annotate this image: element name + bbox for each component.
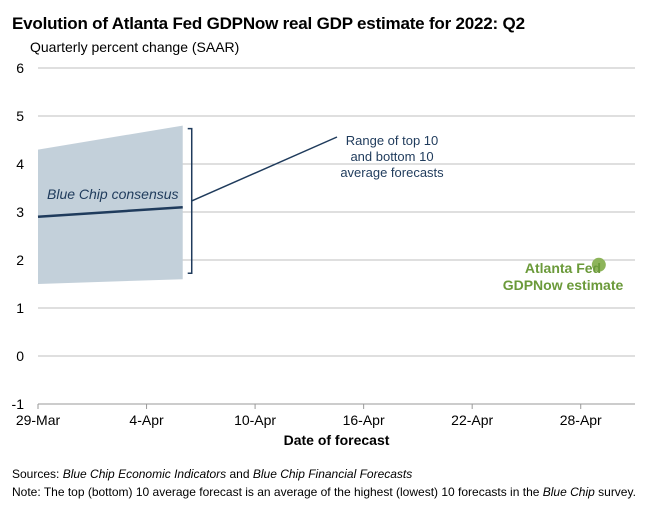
x-axis-label: Date of forecast bbox=[284, 432, 390, 448]
gdpnow-label-line-1: GDPNow estimate bbox=[503, 277, 624, 293]
sources-and: and bbox=[229, 467, 250, 481]
footer-note: Note: The top (bottom) 10 average foreca… bbox=[12, 484, 636, 500]
forecast-range-band bbox=[38, 125, 183, 284]
consensus-label: Blue Chip consensus bbox=[47, 186, 179, 202]
range-annotation-line-0: Range of top 10 bbox=[346, 133, 439, 148]
sources-label: Sources: bbox=[12, 467, 60, 481]
y-tick-label-2: 4 bbox=[16, 156, 24, 172]
series-line-blue-chip-consensus bbox=[37, 205, 183, 219]
y-tick-label-7: -1 bbox=[12, 396, 25, 412]
chart-subtitle: Quarterly percent change (SAAR) bbox=[30, 39, 240, 55]
x-tick-label-2: 10-Apr bbox=[234, 412, 276, 428]
callout-line bbox=[191, 136, 338, 202]
y-tick-label-0: 6 bbox=[16, 60, 24, 76]
y-tick-label-4: 2 bbox=[16, 252, 24, 268]
note-italic: Blue Chip bbox=[542, 485, 595, 499]
x-tick-label-0: 29-Mar bbox=[16, 412, 61, 428]
series-lines bbox=[37, 205, 606, 272]
gdpnow-label-line-0: Atlanta Fed bbox=[525, 260, 601, 276]
x-tick-label-3: 16-Apr bbox=[343, 412, 385, 428]
range-bracket bbox=[187, 127, 193, 274]
range-band-area bbox=[38, 125, 183, 284]
y-tick-label-3: 3 bbox=[16, 204, 24, 220]
sources-source-1: Blue Chip Economic Indicators bbox=[62, 467, 227, 481]
footer-sources: Sources: Blue Chip Economic Indicators a… bbox=[12, 466, 412, 482]
range-annotation-line-1: and bottom 10 bbox=[350, 149, 433, 164]
gdpnow-estimate-point bbox=[591, 257, 606, 272]
y-tick-label-6: 0 bbox=[16, 348, 24, 364]
y-axis-ticks: 6 5 4 3 2 1 0 -1 bbox=[12, 60, 25, 412]
x-tick-label-1: 4-Apr bbox=[129, 412, 164, 428]
x-axis-ticks: 29-Mar 4-Apr 10-Apr 16-Apr 22-Apr 28-Apr bbox=[16, 404, 602, 428]
note-label: Note: bbox=[12, 485, 41, 499]
x-tick-label-5: 28-Apr bbox=[560, 412, 602, 428]
sources-source-2: Blue Chip Financial Forecasts bbox=[252, 467, 413, 481]
y-tick-label-5: 1 bbox=[16, 300, 24, 316]
note-text-2: survey. bbox=[598, 485, 636, 499]
x-tick-label-4: 22-Apr bbox=[451, 412, 493, 428]
chart-title: Evolution of Atlanta Fed GDPNow real GDP… bbox=[12, 14, 525, 33]
range-annotation-line-2: average forecasts bbox=[340, 165, 444, 180]
y-tick-label-1: 5 bbox=[16, 108, 24, 124]
note-text-1: The top (bottom) 10 average forecast is … bbox=[43, 485, 540, 499]
